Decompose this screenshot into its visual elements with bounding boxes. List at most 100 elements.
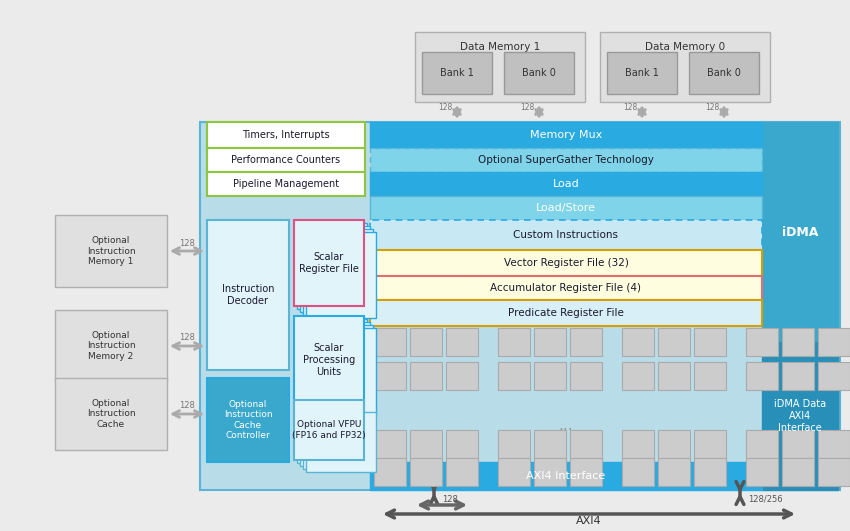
- Bar: [306, 412, 376, 472]
- Text: 128: 128: [179, 333, 195, 342]
- Bar: [207, 172, 365, 196]
- Bar: [300, 406, 370, 466]
- Bar: [207, 122, 365, 148]
- Text: 128: 128: [442, 494, 458, 503]
- Bar: [300, 226, 370, 312]
- Text: 128: 128: [705, 102, 719, 112]
- Bar: [370, 148, 762, 172]
- Text: Data Memory 0: Data Memory 0: [645, 42, 725, 52]
- Bar: [374, 430, 406, 458]
- Text: 128: 128: [438, 102, 452, 112]
- Text: Scalar
Register File: Scalar Register File: [299, 252, 359, 274]
- Bar: [370, 196, 762, 220]
- Text: Load: Load: [552, 179, 580, 189]
- Bar: [570, 458, 602, 486]
- Bar: [303, 325, 373, 413]
- Bar: [534, 362, 566, 390]
- Bar: [498, 430, 530, 458]
- Bar: [300, 322, 370, 410]
- Text: Custom Instructions: Custom Instructions: [513, 230, 619, 240]
- Bar: [818, 362, 850, 390]
- Bar: [622, 362, 654, 390]
- Bar: [534, 328, 566, 356]
- Bar: [534, 430, 566, 458]
- Bar: [374, 328, 406, 356]
- Bar: [746, 458, 778, 486]
- Text: Performance Counters: Performance Counters: [231, 155, 341, 165]
- Text: Scalar
Processing
Units: Scalar Processing Units: [303, 344, 355, 376]
- Bar: [410, 430, 442, 458]
- Bar: [782, 362, 814, 390]
- Bar: [818, 328, 850, 356]
- Bar: [303, 409, 373, 469]
- Bar: [746, 328, 778, 356]
- Bar: [762, 342, 838, 490]
- Text: Accumulator Register File (4): Accumulator Register File (4): [490, 283, 642, 293]
- Bar: [498, 458, 530, 486]
- Text: Optional VFPU
(FP16 and FP32): Optional VFPU (FP16 and FP32): [292, 421, 366, 440]
- Bar: [446, 328, 478, 356]
- Bar: [746, 430, 778, 458]
- Bar: [570, 430, 602, 458]
- Bar: [746, 362, 778, 390]
- Bar: [370, 122, 762, 148]
- Bar: [622, 430, 654, 458]
- Bar: [297, 319, 367, 407]
- Bar: [306, 232, 376, 318]
- Bar: [694, 328, 726, 356]
- Bar: [370, 462, 762, 490]
- Bar: [207, 220, 289, 370]
- Text: 128: 128: [623, 102, 638, 112]
- Text: Optional
Instruction
Memory 1: Optional Instruction Memory 1: [87, 236, 135, 266]
- Text: Optional
Instruction
Cache: Optional Instruction Cache: [87, 399, 135, 429]
- Bar: [370, 276, 762, 300]
- Bar: [294, 220, 364, 306]
- Bar: [410, 362, 442, 390]
- Bar: [782, 458, 814, 486]
- Bar: [55, 378, 167, 450]
- Bar: [297, 223, 367, 309]
- Bar: [782, 328, 814, 356]
- Bar: [498, 328, 530, 356]
- Bar: [422, 52, 492, 94]
- Bar: [600, 32, 770, 102]
- Text: 128/256: 128/256: [748, 494, 783, 503]
- Text: Bank 0: Bank 0: [522, 68, 556, 78]
- Text: Instruction
Decoder: Instruction Decoder: [222, 284, 275, 306]
- Bar: [818, 458, 850, 486]
- Bar: [607, 52, 677, 94]
- Bar: [410, 328, 442, 356]
- Bar: [55, 215, 167, 287]
- Bar: [370, 172, 762, 196]
- Text: 128: 128: [179, 238, 195, 247]
- Text: Data Memory 1: Data Memory 1: [460, 42, 540, 52]
- Bar: [534, 458, 566, 486]
- Bar: [658, 430, 690, 458]
- Bar: [694, 362, 726, 390]
- Bar: [658, 458, 690, 486]
- Bar: [446, 362, 478, 390]
- Bar: [370, 250, 762, 276]
- Bar: [294, 400, 364, 460]
- Bar: [504, 52, 574, 94]
- Bar: [374, 458, 406, 486]
- Bar: [415, 32, 585, 102]
- Text: Optional SuperGather Technology: Optional SuperGather Technology: [478, 155, 654, 165]
- Text: Memory Mux: Memory Mux: [530, 130, 602, 140]
- Bar: [370, 220, 762, 250]
- Text: Pipeline Management: Pipeline Management: [233, 179, 339, 189]
- Bar: [207, 378, 289, 462]
- Bar: [570, 328, 602, 356]
- Text: AXI4 Interface: AXI4 Interface: [526, 471, 605, 481]
- Bar: [782, 430, 814, 458]
- Bar: [658, 362, 690, 390]
- Text: iDMA Data
AXI4
Interface: iDMA Data AXI4 Interface: [774, 399, 826, 433]
- Bar: [622, 458, 654, 486]
- Text: ...: ...: [558, 418, 573, 433]
- Text: AXI4: AXI4: [576, 516, 602, 526]
- Bar: [200, 122, 840, 490]
- Bar: [207, 148, 365, 172]
- Text: Predicate Register File: Predicate Register File: [508, 308, 624, 318]
- Bar: [303, 229, 373, 315]
- Bar: [570, 362, 602, 390]
